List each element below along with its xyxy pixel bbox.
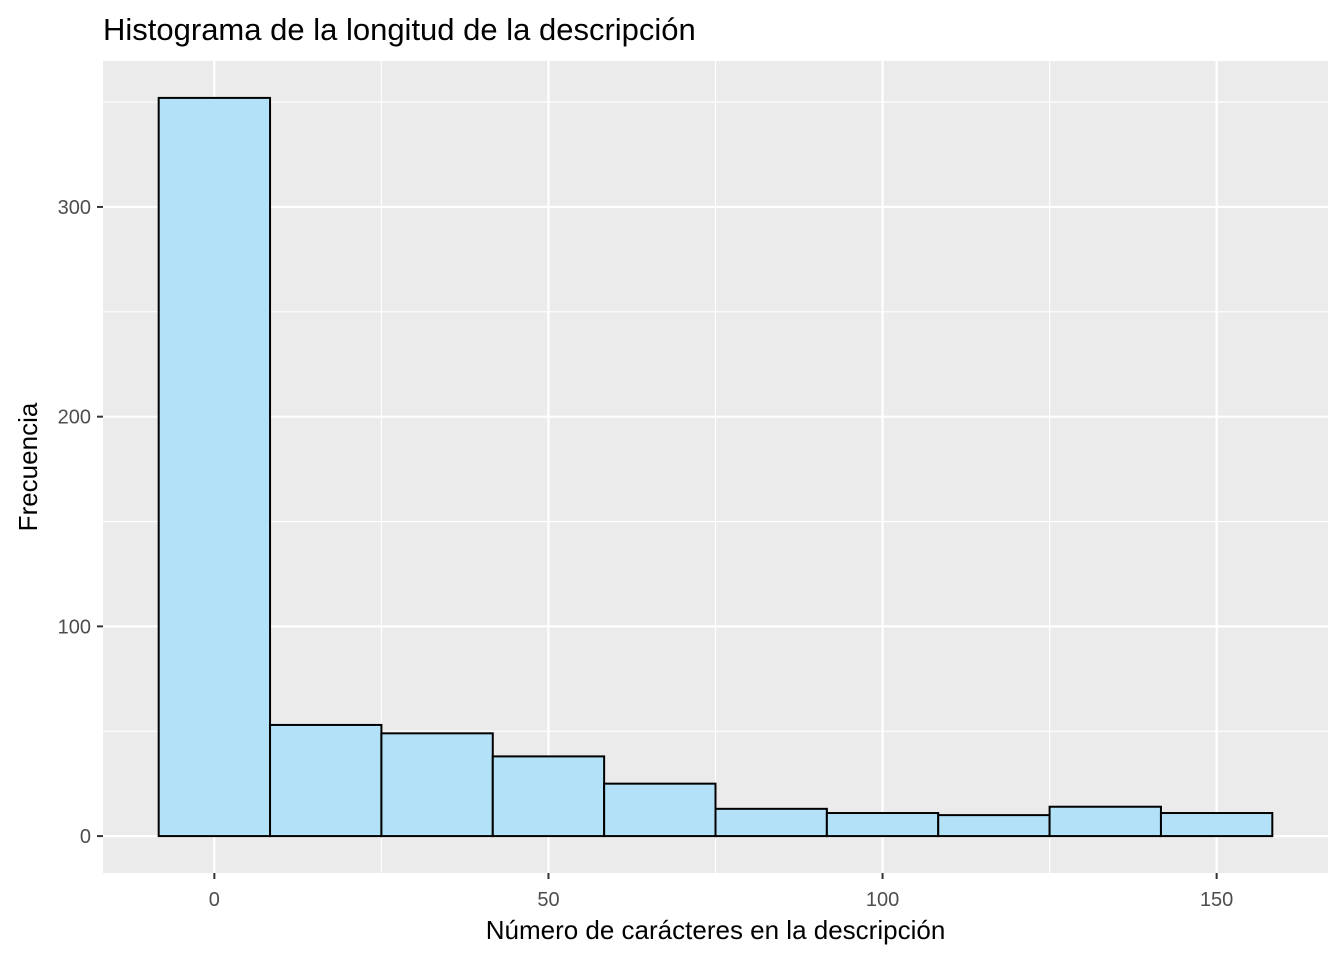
histogram-bar <box>269 723 383 838</box>
x-tick-label: 100 <box>866 889 899 911</box>
x-tick-label: 150 <box>1200 889 1233 911</box>
y-axis-title: Frecuencia <box>13 402 43 531</box>
histogram-bars <box>157 96 1274 838</box>
histogram-bar <box>1048 805 1162 838</box>
x-tick-label: 50 <box>537 889 559 911</box>
histogram-bar <box>157 96 272 838</box>
histogram-bar <box>714 807 828 838</box>
y-tick-label: 100 <box>58 616 91 638</box>
x-axis: 0 50 100 150 <box>209 873 1233 911</box>
histogram-bar <box>825 812 940 838</box>
histogram-bar <box>937 814 1051 838</box>
y-tick-label: 200 <box>58 407 91 429</box>
y-axis: 0 100 200 300 <box>58 197 103 848</box>
histogram-bar <box>380 732 494 838</box>
y-tick-label: 0 <box>80 826 91 848</box>
chart-title: Histograma de la longitud de la descripc… <box>103 12 696 47</box>
x-tick-label: 0 <box>209 889 220 911</box>
histogram-bar <box>1159 812 1274 838</box>
y-tick-label: 300 <box>58 197 91 219</box>
x-axis-title: Número de carácteres en la descripción <box>486 915 946 945</box>
histogram-bar <box>603 782 717 838</box>
histogram-bar <box>491 755 606 838</box>
